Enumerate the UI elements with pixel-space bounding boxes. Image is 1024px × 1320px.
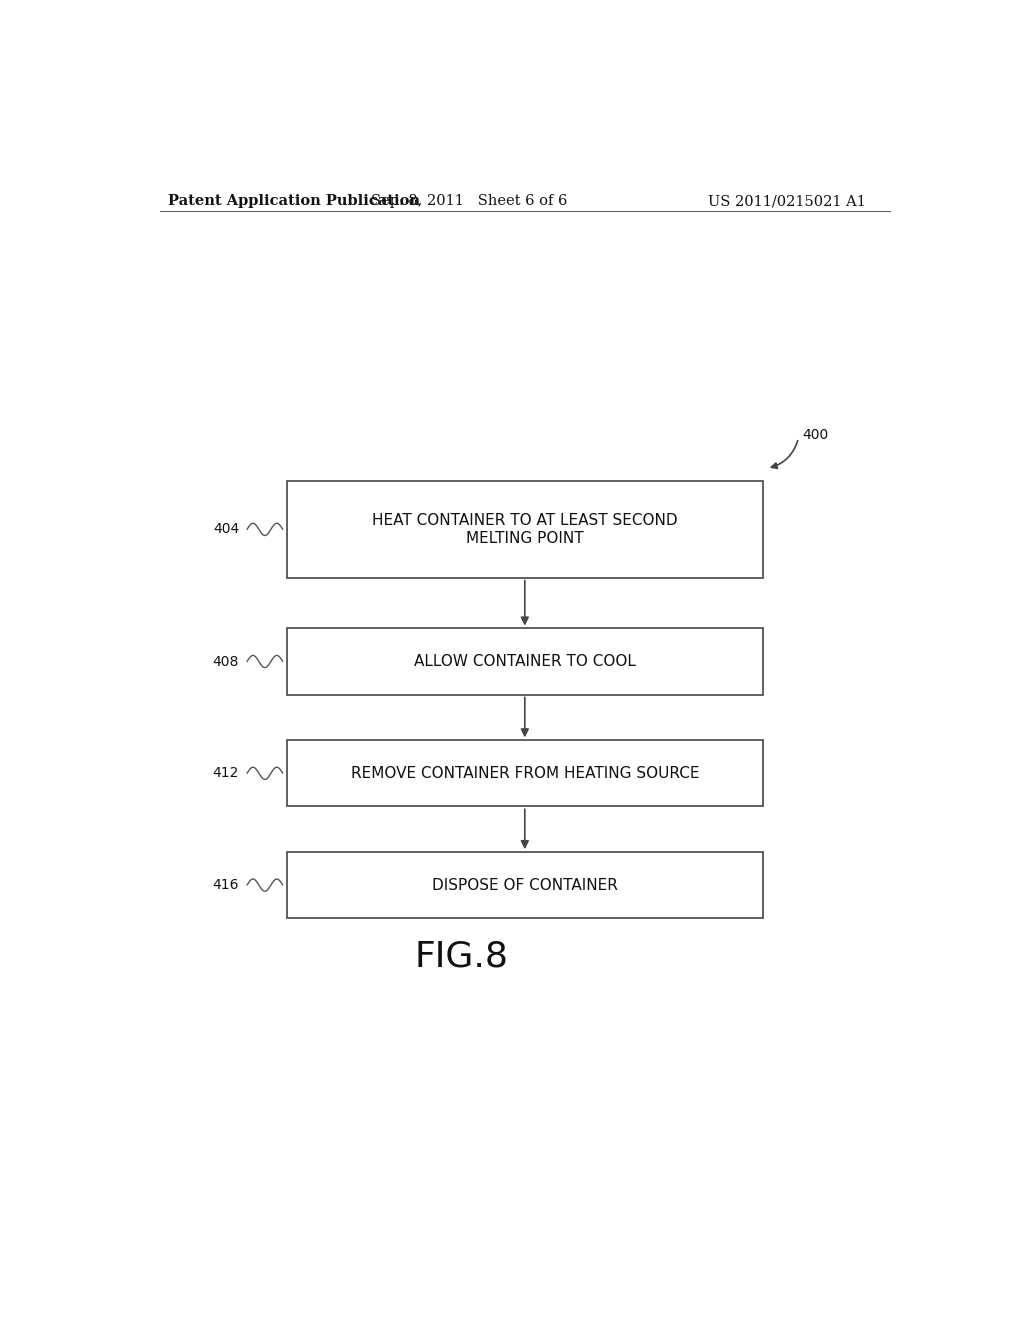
Bar bbox=[287, 628, 763, 694]
Text: 404: 404 bbox=[213, 523, 240, 536]
Text: 408: 408 bbox=[213, 655, 240, 668]
Text: US 2011/0215021 A1: US 2011/0215021 A1 bbox=[709, 194, 866, 209]
Text: HEAT CONTAINER TO AT LEAST SECOND
MELTING POINT: HEAT CONTAINER TO AT LEAST SECOND MELTIN… bbox=[372, 513, 678, 545]
Text: Sep. 8, 2011   Sheet 6 of 6: Sep. 8, 2011 Sheet 6 of 6 bbox=[371, 194, 567, 209]
Text: DISPOSE OF CONTAINER: DISPOSE OF CONTAINER bbox=[432, 878, 617, 892]
Text: Patent Application Publication: Patent Application Publication bbox=[168, 194, 420, 209]
Text: ALLOW CONTAINER TO COOL: ALLOW CONTAINER TO COOL bbox=[414, 653, 636, 669]
Text: 400: 400 bbox=[803, 428, 828, 442]
Bar bbox=[287, 853, 763, 919]
Bar bbox=[287, 480, 763, 578]
Text: 416: 416 bbox=[213, 878, 240, 892]
Bar bbox=[287, 741, 763, 807]
Text: FIG.8: FIG.8 bbox=[415, 940, 508, 973]
Text: 412: 412 bbox=[213, 767, 240, 780]
Text: REMOVE CONTAINER FROM HEATING SOURCE: REMOVE CONTAINER FROM HEATING SOURCE bbox=[350, 766, 699, 781]
